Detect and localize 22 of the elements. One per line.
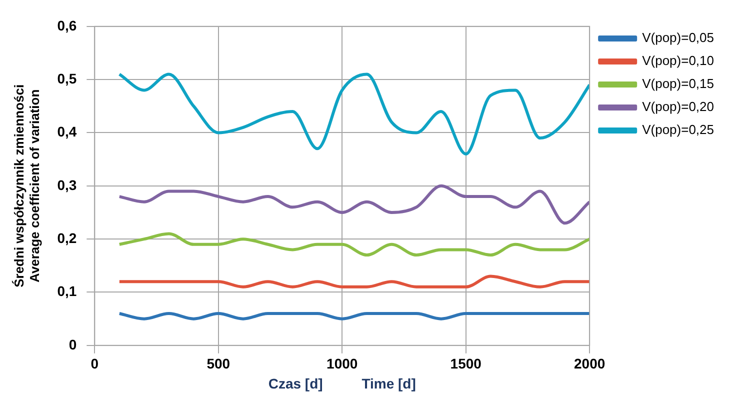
line-series — [118, 232, 590, 257]
y-tick-label: 0,1 — [57, 283, 77, 300]
y-axis-title: Średni współczynnik zmienności Average coefficient of variation — [11, 84, 42, 288]
y-tick-label: 0,6 — [57, 17, 77, 34]
legend-label: V(pop)=0,05 — [642, 30, 714, 46]
legend-label: V(pop)=0,20 — [642, 99, 714, 114]
line-series — [118, 184, 590, 225]
y-tick-label: 0 — [68, 336, 77, 352]
legend-label: V(pop)=0,25 — [642, 122, 714, 138]
x-tick-label: 2000 — [574, 356, 606, 372]
x-tick-label: 0 — [90, 356, 99, 372]
x-tick-label: 1000 — [326, 356, 358, 372]
line-series — [118, 72, 590, 156]
y-tick-label: 0,3 — [57, 176, 77, 193]
y-tick-label: 0,5 — [57, 70, 77, 86]
y-tick-label: 0,2 — [57, 230, 77, 246]
legend-label: V(pop)=0,10 — [642, 53, 714, 68]
x-axis-title: Czas [d] Time [d] — [268, 375, 416, 392]
x-tick-label: 500 — [206, 356, 230, 372]
x-tick-label: 1500 — [450, 356, 482, 372]
legend-label: V(pop)=0,15 — [642, 76, 714, 92]
y-tick-label: 0,4 — [57, 124, 77, 140]
